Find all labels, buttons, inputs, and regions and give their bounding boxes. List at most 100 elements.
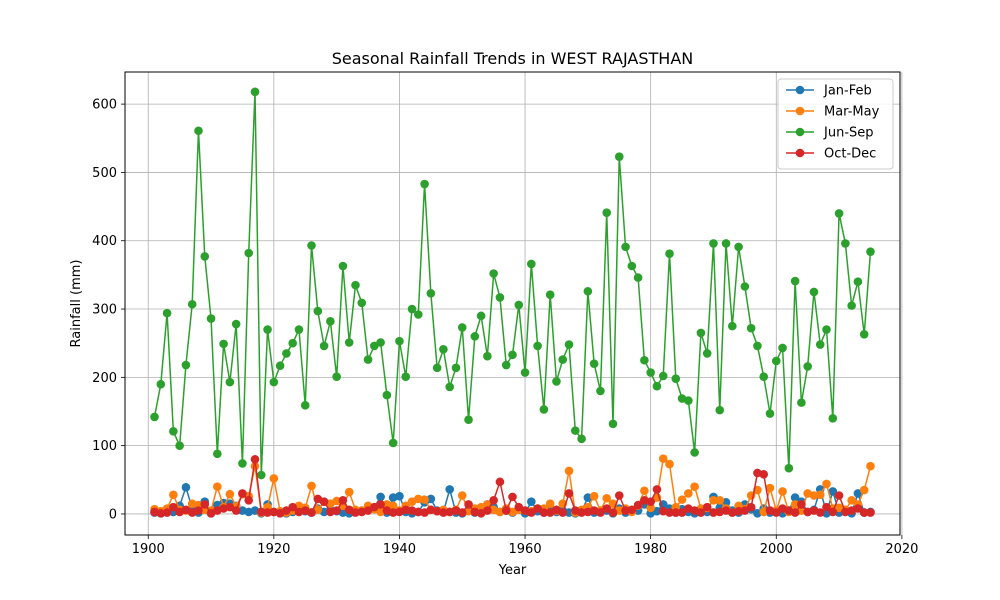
data-point-mar-may [715,496,725,505]
data-point-mar-may [684,489,693,498]
data-point-jan-feb [790,493,800,502]
data-point-oct-dec [489,496,498,505]
data-point-jun-sep [753,341,762,351]
data-point-oct-dec [564,489,574,498]
data-point-jun-sep [162,308,172,318]
data-point-jun-sep [451,363,461,373]
legend-marker [795,127,805,137]
data-point-jun-sep [527,259,536,269]
data-point-mar-may [790,500,800,509]
data-point-jun-sep [614,152,624,161]
data-point-jan-feb [395,491,404,501]
data-point-mar-may [307,481,316,491]
legend-item-jun-sep: Jun-Sep [786,126,874,141]
data-point-jun-sep [797,398,806,407]
data-point-oct-dec [388,508,398,517]
data-point-oct-dec [608,508,618,517]
data-point-jun-sep [401,372,411,381]
data-point-mar-may [420,495,429,504]
data-point-oct-dec [244,496,254,505]
data-point-oct-dec [483,506,492,515]
data-point-jun-sep [326,317,335,326]
data-point-jun-sep [671,374,681,384]
data-point-jun-sep [250,87,260,97]
data-point-oct-dec [602,504,612,513]
series-jun-sep [150,87,875,480]
data-point-jun-sep [489,269,498,278]
data-point-jun-sep [778,343,787,353]
data-point-oct-dec [539,508,549,517]
data-point-oct-dec [621,506,630,515]
data-point-jun-sep [571,426,580,435]
data-point-mar-may [545,499,555,509]
data-point-jun-sep [300,401,310,410]
data-point-oct-dec [709,508,718,517]
data-point-jun-sep [181,360,191,370]
y-tick-label: 500 [92,166,117,181]
data-point-mar-may [332,496,341,506]
series-layer [150,87,875,518]
data-point-oct-dec [822,502,831,512]
data-point-mar-may [866,461,875,471]
data-point-jun-sep [439,345,448,354]
data-point-jun-sep [608,419,618,429]
data-point-oct-dec [771,508,781,517]
x-tick-label: 2020 [885,542,918,557]
x-tick-label: 2000 [760,542,793,557]
data-point-oct-dec [853,504,863,513]
data-point-jan-feb [853,489,863,498]
data-point-jan-feb [181,483,191,492]
data-point-jan-feb [445,485,455,494]
data-point-jun-sep [483,351,492,361]
data-point-jun-sep [501,360,511,370]
data-point-oct-dec [558,508,568,517]
x-axis-label: Year [498,563,527,578]
data-point-jun-sep [244,248,254,258]
data-point-oct-dec [866,508,875,517]
data-point-oct-dec [238,489,247,498]
data-point-jun-sep [721,239,731,248]
data-point-mar-may [709,496,718,505]
data-point-oct-dec [332,506,341,515]
x-tick-label: 1980 [634,542,667,557]
data-point-oct-dec [288,502,297,512]
legend-label: Oct-Dec [824,147,876,162]
data-point-jun-sep [445,382,455,392]
data-point-jun-sep [194,126,203,136]
data-point-jun-sep [702,349,712,358]
data-point-mar-may [822,479,831,489]
data-point-jun-sep [740,282,750,291]
data-point-jun-sep [552,377,561,386]
data-point-mar-may [847,496,856,505]
data-point-mar-may [815,490,825,500]
data-point-jun-sep [219,339,228,349]
data-point-oct-dec [646,497,655,506]
data-point-jun-sep [476,311,486,321]
data-point-jun-sep [238,459,247,468]
data-point-jun-sep [319,341,329,351]
data-point-jun-sep [583,286,593,296]
y-tick-label: 400 [92,234,117,249]
chart-title: Seasonal Rainfall Trends in WEST RAJASTH… [332,49,693,68]
data-point-oct-dec [338,496,348,505]
data-point-jun-sep [382,390,392,400]
data-point-mar-may [250,461,260,471]
data-point-mar-may [765,483,775,493]
x-tick-label: 1920 [257,542,290,557]
data-point-mar-may [225,489,235,499]
data-point-jun-sep [275,361,285,371]
data-point-oct-dec [307,508,316,517]
data-point-mar-may [665,459,674,469]
data-point-jun-sep [809,287,819,297]
data-point-jun-sep [269,377,279,387]
data-point-jun-sep [589,359,599,368]
data-point-jun-sep [370,341,379,351]
data-point-jun-sep [828,414,838,423]
data-point-mar-may [344,487,354,497]
data-point-oct-dec [514,502,524,512]
data-point-jun-sep [841,239,850,248]
data-point-oct-dec [614,491,624,500]
data-point-jun-sep [307,241,316,250]
data-point-mar-may [658,454,668,463]
data-point-jun-sep [231,319,241,329]
